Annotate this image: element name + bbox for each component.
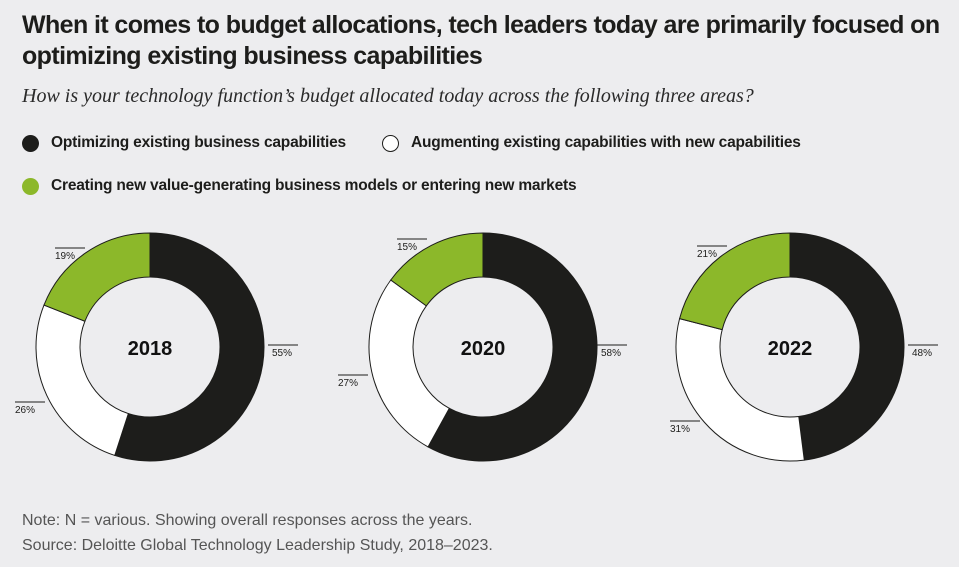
donut-slice-2018-0: [114, 232, 265, 462]
legend-item-optimizing: Optimizing existing business capabilitie…: [22, 134, 346, 152]
center-year-label: 2018: [128, 338, 173, 360]
legend-label: Augmenting existing capabilities with ne…: [411, 134, 801, 151]
data-label-2022-1: 31%: [670, 424, 690, 435]
donut-slice-2020-0: [427, 232, 598, 462]
legend-label: Optimizing existing business capabilitie…: [51, 134, 346, 151]
note: Note: N = various. Showing overall respo…: [22, 512, 473, 529]
center-year-label: 2022: [768, 338, 813, 360]
legend-swatch-green: [22, 177, 39, 195]
source: Source: Deloitte Global Technology Leade…: [22, 537, 493, 554]
data-label-2020-2: 15%: [397, 242, 417, 253]
data-label-2020-0: 58%: [601, 348, 621, 359]
legend-label: Creating new value-generating business m…: [51, 177, 577, 194]
legend-item-augmenting: Augmenting existing capabilities with ne…: [382, 134, 801, 152]
donut-slice-2018-1: [35, 304, 129, 457]
data-label-2018-2: 19%: [55, 251, 75, 262]
data-label-2022-0: 48%: [912, 348, 932, 359]
donut-slice-2022-0: [789, 232, 905, 461]
chart-title: When it comes to budget allocations, tec…: [22, 11, 940, 70]
donut-slice-2022-1: [675, 318, 805, 462]
donut-slice-2020-2: [390, 232, 484, 307]
donut-slice-2022-2: [678, 232, 791, 331]
donut-slice-2020-1: [368, 279, 450, 448]
chart-subtitle: How is your technology function’s budget…: [22, 85, 754, 107]
center-year-label: 2020: [461, 338, 506, 360]
legend-swatch-white: [382, 134, 399, 152]
donut-slice-2018-2: [43, 232, 151, 322]
data-label-2020-1: 27%: [338, 378, 358, 389]
data-label-2022-2: 21%: [697, 249, 717, 260]
legend-swatch-black: [22, 134, 39, 152]
data-label-2018-0: 55%: [272, 348, 292, 359]
legend-item-creating: Creating new value-generating business m…: [22, 177, 577, 195]
data-label-2018-1: 26%: [15, 405, 35, 416]
